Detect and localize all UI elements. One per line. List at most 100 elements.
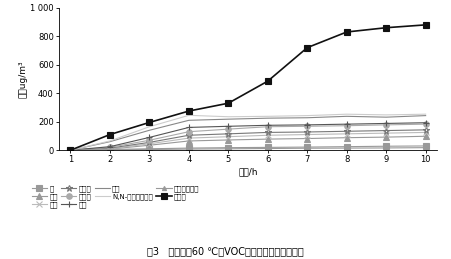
二甲苯 [226, 132, 231, 135]
苯 [107, 148, 113, 151]
N,N-二甲基甲酰胺 [107, 139, 113, 142]
二甲基乙酰胺 [423, 146, 428, 149]
乙醛 [68, 149, 73, 152]
三乙胺 [344, 31, 350, 34]
甲醛 [304, 123, 310, 126]
Line: 甲醛: 甲醛 [67, 119, 429, 154]
二甲基乙酰胺 [344, 147, 350, 150]
二甲苯 [344, 130, 350, 133]
二甲基乙酰胺 [107, 148, 113, 151]
苯 [226, 146, 231, 149]
乙苯 [383, 132, 389, 135]
乙醛 [226, 118, 231, 121]
N,N-二甲基甲酰胺 [68, 149, 73, 152]
Line: 二甲苯: 二甲苯 [67, 126, 429, 154]
Legend: 苯, 甲苯, 乙苯, 二甲苯, 苯乙烯, 甲醛, 乙醛, N,N-二甲基甲酰胺, 二甲基乙酰胺, 三乙胺: 苯, 甲苯, 乙苯, 二甲苯, 苯乙烯, 甲醛, 乙醛, N,N-二甲基甲酰胺,… [32, 185, 199, 208]
三乙胺 [383, 26, 389, 29]
二甲苯 [186, 134, 192, 137]
甲醛 [107, 145, 113, 148]
二甲苯 [107, 147, 113, 150]
苯 [423, 145, 428, 148]
二甲苯 [383, 129, 389, 132]
二甲基乙酰胺 [147, 148, 152, 151]
N,N-二甲基甲酰胺 [147, 125, 152, 128]
Line: N,N-二甲基甲酰胺: N,N-二甲基甲酰胺 [70, 114, 426, 150]
甲苯 [68, 149, 73, 152]
苯乙烯 [186, 130, 192, 133]
二甲苯 [423, 128, 428, 131]
乙苯 [344, 132, 350, 135]
甲醛 [383, 122, 389, 125]
苯乙烯 [423, 123, 428, 126]
甲醛 [186, 126, 192, 129]
苯 [68, 149, 73, 152]
甲苯 [383, 135, 389, 139]
乙醛 [423, 114, 428, 117]
苯 [265, 146, 271, 149]
乙醛 [147, 129, 152, 132]
甲醛 [68, 149, 73, 152]
二甲苯 [68, 149, 73, 152]
甲醛 [265, 124, 271, 127]
二甲基乙酰胺 [383, 146, 389, 149]
N,N-二甲基甲酰胺 [344, 113, 350, 116]
甲苯 [344, 136, 350, 139]
苯乙烯 [383, 123, 389, 126]
甲醛 [423, 121, 428, 124]
二甲基乙酰胺 [265, 147, 271, 150]
Text: 图3   发泡材料60 ℃下VOC各物质浓度散发趋势图: 图3 发泡材料60 ℃下VOC各物质浓度散发趋势图 [147, 246, 304, 256]
二甲基乙酰胺 [226, 147, 231, 150]
乙苯 [68, 149, 73, 152]
甲苯 [304, 137, 310, 140]
甲醛 [344, 123, 350, 126]
N,N-二甲基甲酰胺 [226, 115, 231, 118]
三乙胺 [68, 149, 73, 152]
乙苯 [265, 134, 271, 137]
Line: 乙醛: 乙醛 [70, 116, 426, 150]
乙苯 [107, 147, 113, 150]
Line: 苯乙烯: 苯乙烯 [68, 121, 428, 153]
乙苯 [226, 135, 231, 138]
甲醛 [226, 125, 231, 128]
Line: 二甲基乙酰胺: 二甲基乙酰胺 [69, 146, 428, 152]
乙苯 [304, 133, 310, 136]
乙醛 [186, 119, 192, 122]
三乙胺 [423, 23, 428, 26]
苯乙烯 [107, 146, 113, 149]
苯乙烯 [344, 124, 350, 127]
甲苯 [265, 138, 271, 141]
N,N-二甲基甲酰胺 [265, 115, 271, 118]
苯 [344, 145, 350, 148]
苯乙烯 [68, 149, 73, 152]
乙醛 [304, 116, 310, 119]
三乙胺 [265, 80, 271, 83]
三乙胺 [304, 46, 310, 49]
苯 [304, 146, 310, 149]
甲苯 [186, 139, 192, 142]
甲苯 [423, 135, 428, 138]
苯 [186, 147, 192, 150]
Line: 乙苯: 乙苯 [68, 130, 428, 153]
X-axis label: 时间/h: 时间/h [238, 167, 258, 176]
三乙胺 [107, 133, 113, 136]
甲苯 [226, 138, 231, 141]
甲苯 [107, 148, 113, 151]
苯 [383, 145, 389, 148]
二甲苯 [265, 131, 271, 134]
乙苯 [423, 131, 428, 134]
Y-axis label: 含量ug/m³: 含量ug/m³ [18, 60, 28, 98]
乙苯 [147, 142, 152, 145]
二甲苯 [147, 141, 152, 144]
N,N-二甲基甲酰胺 [304, 114, 310, 117]
乙醛 [107, 140, 113, 143]
乙醛 [265, 117, 271, 120]
三乙胺 [226, 102, 231, 105]
苯乙烯 [226, 128, 231, 131]
二甲基乙酰胺 [186, 148, 192, 151]
Line: 甲苯: 甲苯 [68, 133, 428, 153]
苯 [147, 147, 152, 150]
甲醛 [147, 136, 152, 139]
Line: 苯: 苯 [68, 143, 428, 153]
三乙胺 [186, 110, 192, 113]
二甲基乙酰胺 [304, 147, 310, 150]
